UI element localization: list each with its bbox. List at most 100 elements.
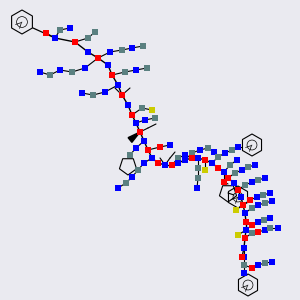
Bar [255,202,261,208]
Bar [232,170,238,176]
Bar [241,262,247,268]
Bar [175,155,181,161]
Bar [149,155,155,161]
Bar [231,180,237,186]
Bar [189,155,195,161]
Bar [243,227,249,233]
Bar [202,157,208,163]
Bar [255,262,261,268]
Bar [133,67,139,73]
Bar [239,167,245,173]
Bar [109,72,115,78]
Bar [137,129,143,135]
Bar [243,219,249,225]
Bar [189,155,195,161]
Bar [215,154,221,160]
Bar [141,138,147,144]
Bar [242,210,248,216]
Bar [240,202,246,208]
Bar [195,165,201,171]
Bar [133,145,139,151]
Bar [123,180,129,186]
Bar [43,30,49,36]
Bar [95,55,101,61]
Bar [249,179,255,185]
Bar [211,149,217,155]
Bar [175,160,181,166]
Bar [235,187,241,193]
Bar [125,102,131,108]
Bar [167,142,173,148]
Bar [241,245,247,251]
Bar [221,169,227,175]
Bar [194,185,200,191]
Bar [92,29,98,35]
Bar [235,187,241,193]
Bar [152,115,158,121]
Bar [275,225,281,231]
Bar [69,69,75,75]
Bar [195,155,201,161]
Bar [107,49,113,55]
Bar [238,194,244,200]
Bar [105,62,111,68]
Bar [72,39,78,45]
Bar [222,150,228,156]
Bar [135,167,141,173]
Bar [155,160,161,166]
Bar [209,160,215,166]
Bar [221,179,227,185]
Bar [137,129,143,135]
Bar [255,229,261,235]
Bar [129,174,135,180]
Bar [57,27,63,33]
Bar [133,120,139,126]
Bar [242,182,248,188]
Bar [85,49,91,55]
Bar [67,25,73,31]
Bar [234,157,240,163]
Bar [141,138,147,144]
Bar [115,82,121,88]
Bar [267,215,273,221]
Bar [169,162,175,168]
Bar [261,217,267,223]
Bar [119,92,125,98]
Bar [269,198,275,204]
Bar [233,207,239,213]
Bar [197,147,203,153]
Bar [255,219,261,225]
Bar [235,232,241,238]
Bar [129,45,135,51]
Bar [102,89,108,95]
Bar [145,147,151,153]
Bar [52,35,58,41]
Bar [85,49,91,55]
Bar [241,270,247,276]
Bar [195,155,201,161]
Bar [235,144,241,150]
Bar [157,144,163,150]
Bar [169,162,175,168]
Bar [72,39,78,45]
Bar [262,175,268,181]
Bar [260,192,266,198]
Bar [47,72,53,78]
Bar [57,67,63,73]
Bar [249,222,255,228]
Polygon shape [128,132,140,142]
Bar [127,152,133,158]
Bar [155,160,161,166]
Bar [144,65,150,71]
Bar [149,155,155,161]
Bar [247,197,253,203]
Bar [241,254,247,260]
Bar [162,162,168,168]
Bar [79,90,85,96]
Bar [240,202,246,208]
Bar [85,35,91,41]
Bar [37,69,43,75]
Bar [249,265,255,271]
Bar [129,112,135,118]
Bar [182,152,188,158]
